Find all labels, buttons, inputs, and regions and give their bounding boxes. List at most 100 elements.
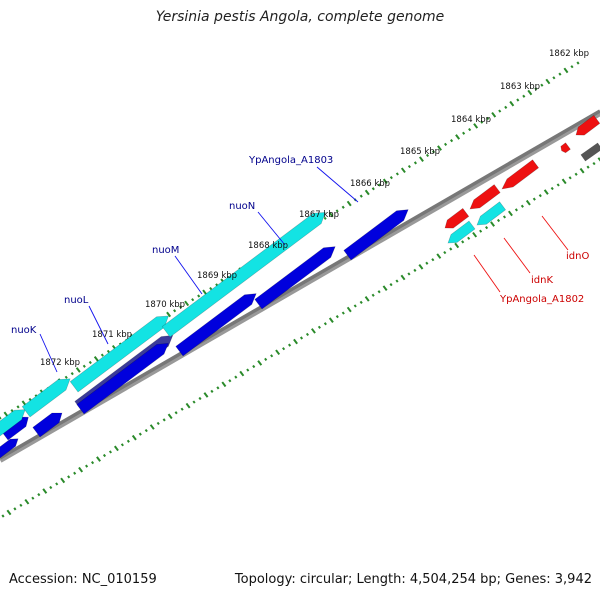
gc-tick	[328, 211, 334, 218]
gene-block	[0, 438, 19, 459]
gc-tick	[563, 67, 569, 74]
gc-tick	[49, 485, 53, 490]
gc-tick	[425, 261, 429, 265]
gene-block	[469, 184, 501, 210]
gc-tick	[179, 305, 183, 309]
gene-block	[501, 159, 540, 190]
gc-tick	[106, 349, 110, 354]
leader-line	[174, 255, 203, 295]
scale-label: 1868 kbp	[248, 241, 288, 251]
gc-tick	[323, 216, 327, 220]
gene-label: YpAngola_A1802	[499, 294, 584, 305]
scale-label: 1865 kbp	[400, 147, 440, 157]
gc-tick	[597, 157, 600, 162]
gc-tick	[485, 226, 489, 230]
gene-block	[343, 209, 409, 261]
gc-tick	[576, 61, 580, 65]
gc-tick	[556, 183, 560, 187]
gc-tick	[473, 123, 479, 129]
scale-label: 1864 kbp	[451, 115, 491, 125]
gc-tick	[64, 375, 68, 379]
gc-tick	[60, 477, 66, 484]
gene-label: idnK	[531, 275, 553, 286]
gc-tick	[431, 258, 435, 262]
gene-block	[76, 342, 169, 415]
gc-tick	[120, 443, 124, 447]
gene-block	[560, 142, 571, 154]
gc-tick	[532, 197, 536, 201]
gc-tick	[192, 400, 196, 404]
gene-label: nuoM	[152, 245, 179, 256]
gc-tick	[305, 332, 310, 337]
gc-tick	[443, 250, 447, 255]
gc-tick	[234, 375, 238, 379]
gc-tick	[520, 204, 524, 208]
gc-tick	[167, 413, 173, 420]
gc-tick	[42, 488, 48, 494]
gc-tick	[198, 396, 202, 401]
gc-tick	[31, 496, 35, 500]
gc-tick	[341, 311, 345, 315]
gc-tick	[228, 379, 232, 383]
gc-tick	[210, 389, 214, 393]
gc-tick	[6, 509, 12, 516]
gc-tick	[468, 127, 472, 132]
gc-tick	[462, 131, 466, 135]
leader-line	[316, 166, 359, 203]
gc-tick	[359, 300, 363, 304]
gc-tick	[184, 300, 190, 307]
gc-tick	[0, 416, 2, 420]
gc-tick	[335, 209, 339, 213]
gc-tick	[538, 194, 542, 198]
gc-tick	[377, 290, 381, 294]
gc-tick	[131, 434, 137, 441]
gc-tick	[346, 306, 352, 313]
leader-line	[503, 237, 531, 274]
gc-tick	[389, 283, 393, 287]
gc-tick	[558, 72, 562, 76]
gc-tick	[96, 456, 101, 462]
gc-tick	[10, 409, 14, 413]
gene-block	[32, 412, 63, 438]
gene-block	[575, 114, 600, 136]
scale-labels: 1862 kbp 1863 kbp 1864 kbp 1865 kbp 1866 kbp…	[40, 49, 589, 368]
gc-tick	[586, 165, 590, 169]
gc-tick	[1, 514, 5, 518]
gc-tick	[19, 503, 23, 507]
leader-line	[39, 333, 58, 373]
gene-label: nuoL	[64, 295, 89, 306]
gc-tick	[364, 189, 370, 196]
gc-tick	[100, 353, 104, 357]
leader-line	[257, 211, 286, 246]
gene-label: nuoN	[229, 201, 255, 212]
gc-tick	[395, 172, 399, 176]
gc-tick	[461, 240, 465, 244]
gc-tick	[382, 178, 388, 185]
gc-tick	[202, 289, 208, 296]
leader-line	[541, 215, 569, 251]
gc-tick	[527, 89, 533, 96]
map-title: Yersinia pestis Angola, complete genome	[155, 9, 445, 25]
gc-tick	[257, 360, 263, 366]
gc-tick	[91, 461, 95, 465]
gc-tick	[498, 109, 502, 113]
gene-block	[254, 246, 336, 310]
gc-tick	[431, 150, 436, 154]
gc-tick	[126, 439, 130, 443]
gc-tick	[67, 475, 71, 479]
gc-tick	[16, 405, 20, 409]
gc-tick	[209, 286, 213, 291]
scale-label: 1869 kbp	[197, 271, 237, 281]
cds-block	[161, 212, 326, 338]
gc-tick	[389, 176, 393, 180]
gc-tick	[490, 221, 495, 227]
gene-block	[175, 293, 257, 357]
gc-tick	[24, 498, 30, 505]
cds-block	[69, 315, 169, 393]
gc-tick	[443, 142, 448, 146]
gc-tick	[450, 139, 454, 143]
gc-tick	[162, 418, 166, 422]
gc-tick	[166, 311, 172, 318]
